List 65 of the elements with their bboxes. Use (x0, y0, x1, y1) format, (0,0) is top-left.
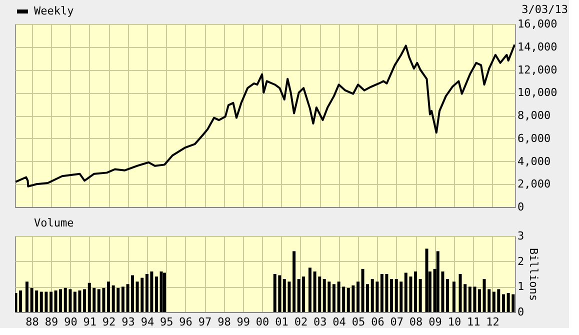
bar (502, 294, 505, 312)
bar (121, 286, 124, 312)
x-tick-label: 03 (314, 316, 327, 328)
x-tick-label: 08 (409, 316, 423, 328)
bar (308, 268, 312, 312)
x-tick-label: 88 (26, 316, 39, 328)
x-tick-label: 12 (486, 316, 500, 328)
x-tick-label: 11 (467, 316, 480, 328)
bar (418, 279, 422, 312)
bar (163, 272, 166, 312)
line-series (15, 44, 515, 188)
bar (107, 282, 110, 312)
bar (414, 271, 418, 312)
x-tick-label: 00 (256, 316, 270, 328)
bar (154, 276, 158, 312)
bar (446, 279, 450, 312)
x-tick-label: 94 (140, 316, 154, 328)
bar (390, 279, 394, 312)
bar (160, 271, 163, 312)
x-tick-label: 04 (332, 316, 346, 328)
x-tick-label: 97 (198, 316, 212, 328)
x-tick-label: 07 (390, 316, 404, 328)
x-tick-label: 99 (236, 316, 250, 328)
y-tick-label: 4,000 (518, 154, 551, 168)
y-tick-label: 10,000 (518, 86, 558, 100)
x-tick-label: 96 (179, 316, 192, 328)
x-tick-label: 05 (352, 316, 366, 328)
x-tick-label: 02 (294, 316, 308, 328)
bar (292, 251, 296, 312)
x-tick-label: 93 (122, 316, 135, 328)
x-tick-label: 01 (275, 316, 288, 328)
y-tick-label: 2 (518, 254, 524, 268)
y-tick-label: 6,000 (518, 132, 551, 145)
y-tick-label: 0 (518, 200, 524, 214)
y-tick-label: 8,000 (518, 109, 551, 122)
legend-label: Weekly (34, 4, 74, 18)
y-tick-label: 2,000 (518, 178, 551, 191)
x-tick-label: 98 (218, 316, 231, 328)
bar (478, 289, 481, 312)
bar (83, 289, 86, 312)
x-tick-label: 91 (83, 316, 97, 328)
y-tick-label: 16,000 (518, 18, 558, 30)
y-axis-title: Billions (527, 248, 540, 301)
y-tick-label: 0 (518, 306, 524, 318)
x-tick-label: 92 (102, 316, 116, 328)
y-tick-label: 1 (518, 280, 524, 294)
x-tick-label: 09 (428, 316, 442, 328)
y-tick-label: 3 (518, 230, 524, 242)
x-tick-label: 90 (64, 316, 78, 328)
bar (468, 286, 472, 312)
bar (19, 290, 22, 312)
x-tick-label: 95 (160, 316, 174, 328)
y-tick-label: 14,000 (518, 40, 558, 54)
bar (25, 282, 28, 312)
bar (332, 284, 336, 312)
bar (50, 292, 53, 312)
bar (425, 248, 428, 312)
bar (356, 282, 360, 312)
bar (452, 282, 456, 312)
y-tick-label: 12,000 (518, 63, 558, 76)
x-tick-label: 06 (371, 316, 384, 328)
text: 3/03/13 (522, 3, 568, 16)
x-tick-label: 10 (448, 316, 462, 328)
text: Volume (34, 216, 74, 230)
x-tick-label: 89 (44, 316, 58, 328)
